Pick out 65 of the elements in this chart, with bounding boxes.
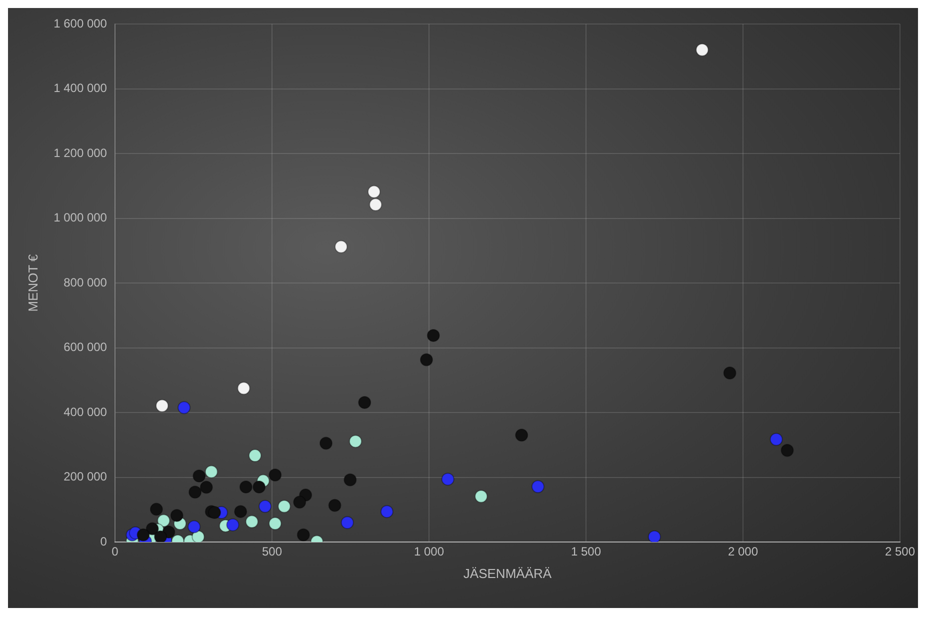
y-tick-label: 200 000 [64,470,108,484]
y-tick-label: 800 000 [64,275,108,290]
y-tick-label: 1 000 000 [54,210,108,225]
point [234,505,248,518]
point [340,516,354,530]
x-tick-label: 0 [112,544,119,559]
point [515,428,528,442]
y-tick-label: 600 000 [64,340,108,354]
point [268,468,282,482]
point [531,480,544,494]
point [349,434,362,448]
point [296,528,310,542]
point [441,472,454,486]
point [358,396,372,409]
point [723,366,736,380]
point [237,382,250,395]
point [178,401,191,414]
point [192,530,205,542]
point [368,185,381,198]
point [245,515,258,528]
point [252,480,266,494]
y-tick-label: 1 200 000 [54,146,108,160]
x-tick-label: 500 [262,544,282,559]
point [474,490,488,503]
y-axis-title: MENOT € [25,253,40,312]
x-axis-title: JÄSENMÄÄRÄ [463,566,552,581]
point [170,508,184,522]
point [648,530,661,542]
y-tick-label: 0 [100,534,108,548]
point [369,198,382,212]
point [334,240,348,254]
x-tick-label: 1 500 [570,544,602,559]
point [192,469,206,482]
point [328,498,342,512]
point [239,480,252,494]
point [696,43,709,56]
point [293,496,306,509]
point [204,465,218,478]
point [426,328,440,342]
y-tick-label: 1 600 000 [54,16,108,30]
point [258,500,272,513]
point [208,506,222,520]
point [344,473,357,486]
point [136,528,150,542]
y-tick-label: 400 000 [64,404,108,419]
x-tick-label: 1 000 [414,544,444,559]
point [200,480,213,494]
point [420,353,433,366]
x-tick-label: 2 000 [728,544,758,559]
point [278,500,291,513]
point [188,486,202,499]
point [150,502,163,516]
point [380,505,394,518]
point [157,514,170,528]
point [268,517,282,530]
point [188,520,201,534]
point [154,530,168,542]
point [770,432,783,446]
point [319,436,332,450]
point [156,399,169,412]
x-tick-label: 2 500 [884,544,916,559]
point [248,449,262,462]
y-tick-label: 1 400 000 [54,81,108,96]
point [780,444,794,457]
point [226,518,240,532]
